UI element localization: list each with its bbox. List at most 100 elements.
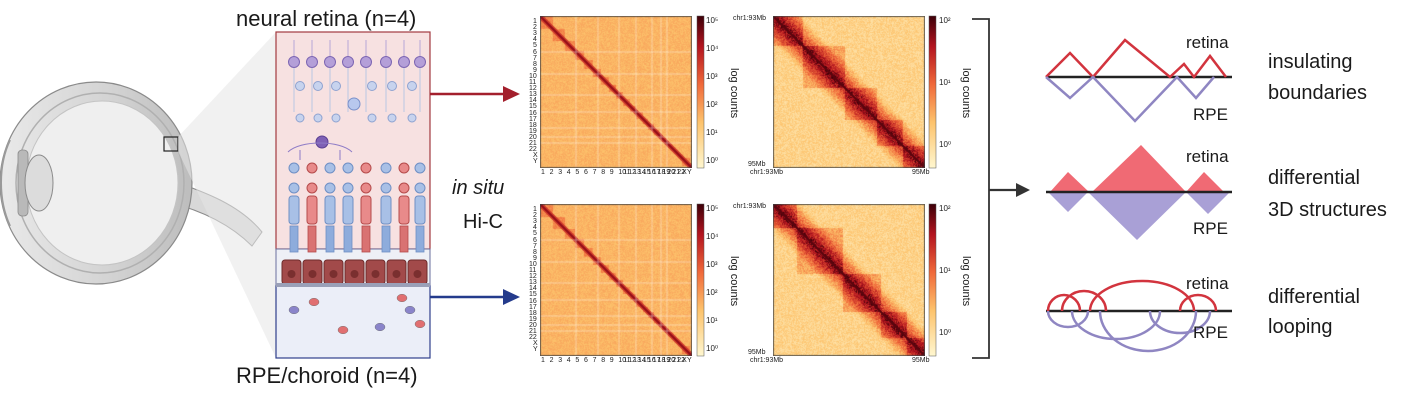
cone-nucleus [360,162,372,174]
rod-outer-segment [343,225,353,253]
genome-row-tick-retina: 11 [529,79,537,86]
genome-x-tick-retina: 11 [623,169,631,176]
genome-row-tick-rpe: 16 [529,297,537,305]
genome-row-tick-retina: 17 [529,115,537,123]
ganglion-cell [380,56,392,68]
muller-cell [315,135,329,149]
genome-x-tick-retina: Y [687,169,692,176]
feature-3-line1: differential [1268,286,1360,308]
feature-1-line1: insulating [1268,51,1353,73]
genome-row-tick-rpe: 12 [529,273,537,281]
genome-row-tick-retina: 20 [529,133,537,141]
horizontal-cell [407,113,417,123]
rpe-loop [1070,310,1162,341]
genome-colorbar-tick-rpe: 10¹ [706,316,718,325]
bruchs-membrane [276,283,430,287]
ganglion-cell [414,56,426,68]
genome-x-tick-rpe: 8 [601,357,606,364]
rod-inner-segment [324,195,336,225]
rpe-nucleus [308,270,317,278]
genome-row-tick-retina: 16 [529,109,537,117]
rpe-nucleus [329,270,338,278]
genome-x-tick-retina: 14 [638,169,646,176]
zoom-colorbar-tick-retina: 10¹ [939,78,951,87]
zoom-colorbar-tick-retina: 10² [939,16,951,25]
genome-x-tick-retina: 21 [672,169,681,176]
rod-nucleus [288,182,300,194]
rod-outer-segment [289,225,299,253]
genome-row-tick-rpe: 8 [533,248,537,256]
genome-x-tick-rpe: 11 [623,357,631,364]
zoom-x-right-rpe: 95Mb [912,357,930,364]
rpe-loop [1098,310,1198,353]
genome-row-tick-rpe: 21 [529,328,537,335]
genome-x-tick-rpe: 1 [541,357,545,364]
cone-nucleus [306,162,318,174]
genome-x-tick-rpe: 10 [618,357,627,364]
cone-inner-segment [360,195,372,225]
genome-x-tick-rpe: 3 [558,357,563,364]
rpe-domain [1186,192,1230,214]
zoom-top-left-rpe: chr1:93Mb [733,203,767,210]
amacrine-cell [347,97,361,111]
genome-row-tick-rpe: Y [533,346,538,354]
genome-row-tick-retina: 13 [529,91,537,99]
genome-x-tick-retina: X [682,169,687,176]
genome-x-tick-rpe: 20 [667,357,676,364]
method-label-line1: in situ [452,177,505,199]
rod-inner-segment [342,195,354,225]
genome-colorbar-tick-rpe: 10² [706,288,718,297]
dendrite [287,142,353,160]
summary-bracket [972,18,1030,359]
rpe-label-1: RPE [1193,105,1228,124]
genome-row-tick-rpe: 2 [533,212,537,220]
genome-row-tick-rpe: 3 [533,218,537,226]
choroid-blood-cell [374,323,386,332]
retina-label-2: retina [1186,147,1229,166]
genome-x-tick-rpe: 5 [575,357,580,364]
zoom-top-left-retina: chr1:93Mb [733,15,767,22]
feature-2-line1: differential [1268,167,1360,189]
rpe-tad-outline [1045,75,1215,123]
choroid-blood-cell [414,320,426,329]
genome-x-tick-retina: 20 [667,169,676,176]
genome-x-tick-rpe: 13 [633,357,641,364]
zoom-colorbar-label-rpe: log counts [960,256,972,307]
rpe-nucleus [392,270,401,278]
retina-sample-label: neural retina (n=4) [236,6,417,31]
genome-x-tick-retina: 1 [541,169,545,176]
ganglion-cell [360,56,372,68]
rod-inner-segment [288,195,300,225]
choroid-blood-cell [337,326,349,335]
retina-loop [1060,289,1108,312]
genome-x-tick-rpe: 9 [609,357,614,364]
horizontal-cell [313,113,323,123]
genome-row-tick-retina: 14 [529,97,537,105]
cone-inner-segment [306,195,318,225]
rpe-nucleus [350,270,359,278]
genome-colorbar-label-retina: log counts [728,68,740,119]
bipolar-cell [367,81,377,91]
genome-x-tick-retina: 12 [628,169,636,176]
rod-nucleus [342,182,354,194]
genome-row-tick-retina: 1 [533,18,537,25]
cone-outer-segment [307,225,317,253]
zoom-bottom-left-rpe: 95Mb [748,349,766,356]
genome-row-tick-rpe: 4 [533,224,537,232]
genome-x-tick-rpe: 2 [549,357,554,364]
flow-arrows [430,86,520,305]
genome-row-tick-retina: Y [533,158,538,166]
rpe-nucleus [413,270,422,278]
ganglion-cell [398,56,410,68]
zoom-x-left-rpe: chr1:93Mb [750,357,784,364]
rpe-loop [1046,310,1090,329]
genome-x-tick-rpe: 12 [628,357,636,364]
genome-row-tick-retina: 10 [529,72,537,80]
rpe-nucleus [287,270,296,278]
rod-nucleus [380,182,392,194]
zoom-colorbar-tick-rpe: 10² [939,204,951,213]
genome-x-tick-retina: 7 [592,169,597,176]
genome-row-tick-rpe: 14 [529,285,537,293]
